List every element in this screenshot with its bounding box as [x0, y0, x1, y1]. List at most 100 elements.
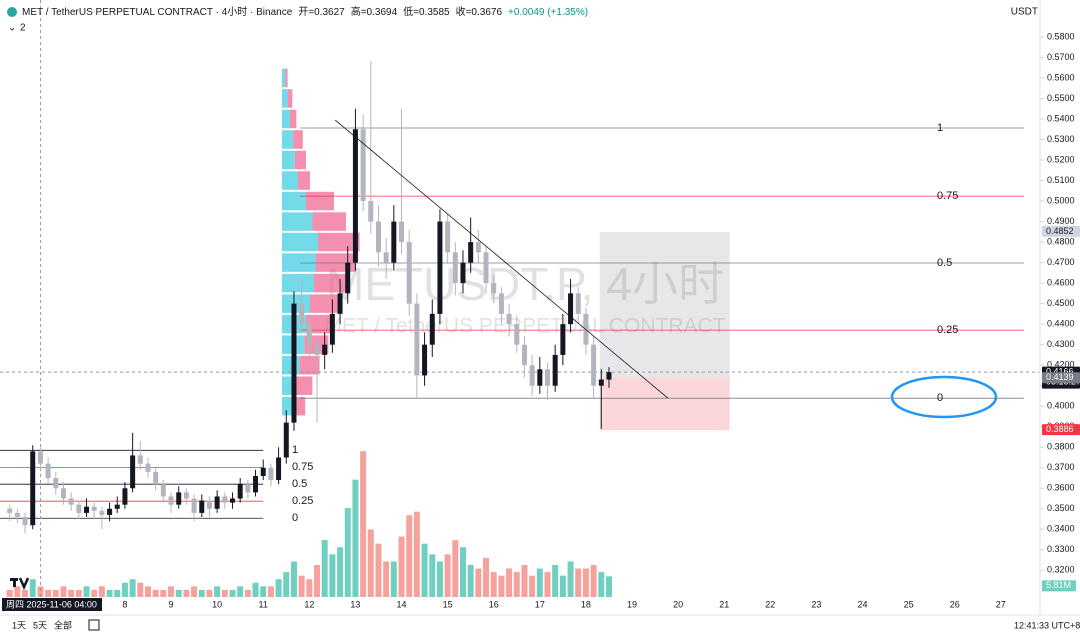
y-tick-label: 0.5700 — [1047, 52, 1075, 62]
price-label-bg — [1042, 225, 1080, 237]
candle-body — [498, 293, 504, 314]
fib-label: 0.25 — [292, 495, 313, 507]
range-button[interactable]: 全部 — [54, 619, 72, 630]
crosshair-label: 周四 2025-11-06 04:00 — [6, 599, 97, 609]
volume-bar — [367, 529, 374, 597]
candle-body — [568, 293, 574, 325]
candle-body — [37, 451, 43, 464]
candle-body — [245, 484, 251, 493]
price-label: 0.4139 — [1046, 372, 1074, 382]
volume-bar — [275, 579, 282, 597]
candle-body — [375, 221, 381, 253]
collapse-icon[interactable]: ⌄ — [8, 23, 16, 34]
y-tick-label: 0.3700 — [1047, 462, 1075, 472]
profile-up — [281, 171, 298, 190]
candle-body — [176, 492, 182, 505]
x-tick-label: 14 — [397, 599, 407, 609]
price-label: 0.4852 — [1046, 226, 1074, 236]
candle-body — [130, 455, 136, 489]
fib-label: 1 — [937, 122, 943, 134]
volume-bar — [598, 572, 605, 597]
volume-bar — [506, 568, 513, 597]
volume-bar — [144, 586, 151, 597]
candle-body — [575, 293, 581, 314]
range-button[interactable]: 1天 — [12, 620, 26, 630]
profile-down — [312, 212, 346, 231]
profile-down — [305, 191, 334, 211]
volume-bar — [544, 572, 551, 597]
volume-bar — [6, 589, 13, 597]
volume-bar — [137, 582, 144, 597]
profile-down — [287, 89, 293, 108]
volume-label: 5.81M — [1046, 580, 1071, 590]
candle-body — [229, 498, 235, 503]
profile-up — [281, 109, 290, 129]
tv-logo — [10, 577, 30, 591]
candle-body — [122, 488, 128, 505]
profile-up — [281, 396, 294, 416]
y-tick-label: 0.5800 — [1047, 31, 1075, 41]
x-tick-label: 25 — [904, 599, 914, 609]
fib-label: 0.75 — [937, 190, 958, 202]
y-tick-label: 0.3600 — [1047, 483, 1075, 493]
volume-bar — [513, 572, 520, 597]
watermark-name: MET / TetherUS PERPETUAL CONTRACT — [324, 315, 725, 338]
price-label-bg — [1042, 424, 1080, 436]
profile-down — [305, 314, 334, 334]
volume-bar — [22, 589, 29, 597]
price-label: 0.3886 — [1046, 424, 1074, 434]
volume-bar — [452, 540, 459, 597]
fib-label: 0 — [937, 392, 943, 404]
candle-body — [237, 484, 243, 499]
candle-body — [191, 498, 197, 513]
candle-body — [591, 344, 597, 386]
candle-body — [60, 488, 66, 499]
candle-body — [91, 506, 97, 511]
volume-bar — [60, 586, 67, 597]
volume-bar — [314, 565, 321, 597]
volume-bar — [375, 543, 382, 597]
y-tick-label: 0.4600 — [1047, 277, 1075, 287]
candle-body — [468, 242, 474, 263]
candle-body — [199, 500, 205, 513]
candle-body — [360, 129, 366, 202]
x-tick-label: 20 — [673, 599, 683, 609]
y-tick-label: 0.4900 — [1047, 216, 1075, 226]
profile-down — [313, 273, 350, 293]
header-field: 收=0.3676 — [456, 5, 503, 18]
y-tick-label: 0.4700 — [1047, 257, 1075, 267]
volume-bar — [229, 589, 236, 597]
volume-bar — [14, 586, 21, 597]
currency-label: USDT — [1011, 7, 1038, 18]
header-field: 高=0.3694 — [351, 5, 398, 18]
candle-body — [414, 303, 420, 376]
x-tick-label: 9 — [169, 599, 174, 609]
volume-bar — [198, 589, 205, 597]
candle-body — [206, 500, 212, 509]
y-tick-label: 0.4200 — [1047, 360, 1075, 370]
profile-up — [281, 212, 313, 231]
volume-bar — [398, 536, 405, 597]
candle-body — [183, 492, 189, 499]
profile-up — [281, 130, 294, 149]
range-button[interactable]: 5天 — [33, 620, 47, 630]
profile-down — [296, 376, 313, 395]
calendar-icon[interactable] — [88, 619, 100, 631]
volume-bar — [298, 575, 305, 597]
profile-up — [281, 191, 306, 211]
candle-body — [606, 372, 612, 380]
volume-bar — [536, 568, 543, 597]
y-tick-label: 0.5200 — [1047, 154, 1075, 164]
y-tick-label: 0.5000 — [1047, 195, 1075, 205]
volume-bar — [421, 543, 428, 597]
candle-body — [68, 498, 74, 505]
volume-bar — [260, 586, 267, 597]
candle-body — [422, 344, 428, 376]
volume-bar — [191, 586, 198, 597]
profile-up — [281, 89, 288, 108]
profile-up — [281, 273, 314, 293]
candle-body — [76, 504, 82, 513]
candle-body — [521, 344, 527, 366]
